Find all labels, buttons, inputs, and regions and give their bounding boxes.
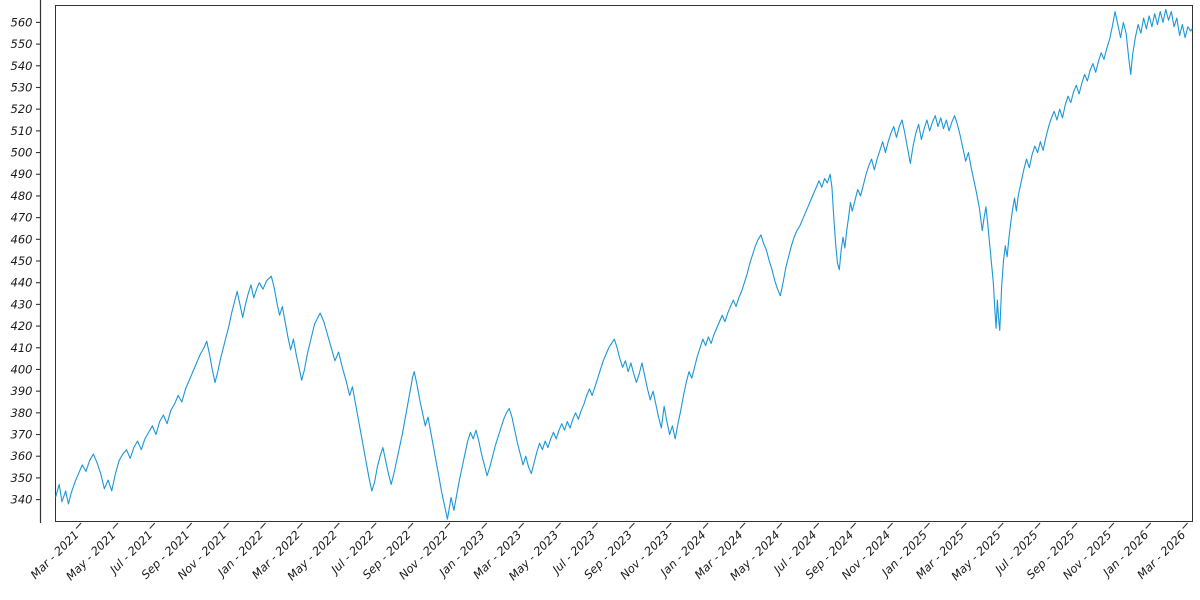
y-tick-label: 520 — [11, 102, 33, 116]
x-tick-mark — [112, 522, 119, 529]
y-tick-label: 480 — [11, 189, 33, 203]
y-tick-label: 510 — [11, 124, 33, 138]
x-tick-mark — [776, 522, 783, 529]
x-tick-mark — [149, 522, 156, 529]
plot-border — [55, 5, 1193, 522]
x-tick-mark — [260, 522, 266, 529]
x-tick-mark — [1108, 522, 1115, 529]
y-tick-label: 470 — [11, 211, 33, 225]
y-tick-label: 360 — [11, 449, 33, 463]
y-tick-label: 390 — [11, 384, 33, 398]
x-tick-mark — [997, 522, 1004, 529]
y-tick-label: 550 — [11, 37, 33, 51]
x-tick-mark — [887, 522, 893, 529]
y-tick-label: 530 — [11, 80, 33, 94]
x-tick-mark — [850, 522, 857, 529]
x-tick-mark — [592, 522, 598, 529]
x-tick-mark — [333, 522, 340, 529]
x-tick-mark — [223, 522, 230, 529]
x-tick-mark — [1034, 522, 1041, 529]
y-tick-label: 490 — [11, 167, 33, 181]
x-tick-mark — [407, 522, 414, 529]
x-tick-mark — [518, 522, 525, 529]
y-tick-label: 420 — [11, 319, 33, 333]
y-tick-label: 340 — [11, 493, 33, 507]
x-tick-mark — [555, 522, 561, 529]
y-tick-label: 540 — [11, 59, 33, 73]
y-tick-label: 380 — [11, 406, 33, 420]
y-tick-label: 400 — [11, 362, 33, 376]
x-tick-mark — [665, 522, 672, 529]
x-tick-mark — [813, 522, 820, 529]
x-tick-mark — [960, 522, 967, 529]
x-tick-mark — [481, 522, 488, 529]
x-tick-mark — [75, 522, 82, 529]
x-tick-mark — [444, 522, 451, 529]
x-tick-mark — [1182, 522, 1189, 529]
x-tick-mark — [924, 522, 930, 529]
x-tick-mark — [1071, 522, 1078, 529]
y-tick-label: 500 — [11, 146, 33, 160]
y-tick-label: 450 — [11, 254, 33, 268]
y-tick-label: 370 — [11, 428, 33, 442]
price-series-line — [55, 8, 1193, 520]
y-tick-label: 560 — [11, 15, 33, 29]
y-tick-label: 440 — [11, 276, 33, 290]
x-tick-mark — [186, 522, 193, 529]
x-tick-mark — [739, 522, 746, 529]
y-tick-label: 410 — [11, 341, 33, 355]
x-tick-mark — [1145, 522, 1152, 529]
y-tick-label: 430 — [11, 297, 33, 311]
x-tick-mark — [628, 522, 635, 529]
y-tick-label: 350 — [11, 471, 33, 485]
x-tick-mark — [370, 522, 377, 529]
x-tick-mark — [702, 522, 709, 529]
y-tick-label: 460 — [11, 232, 33, 246]
x-tick-mark — [296, 522, 303, 529]
